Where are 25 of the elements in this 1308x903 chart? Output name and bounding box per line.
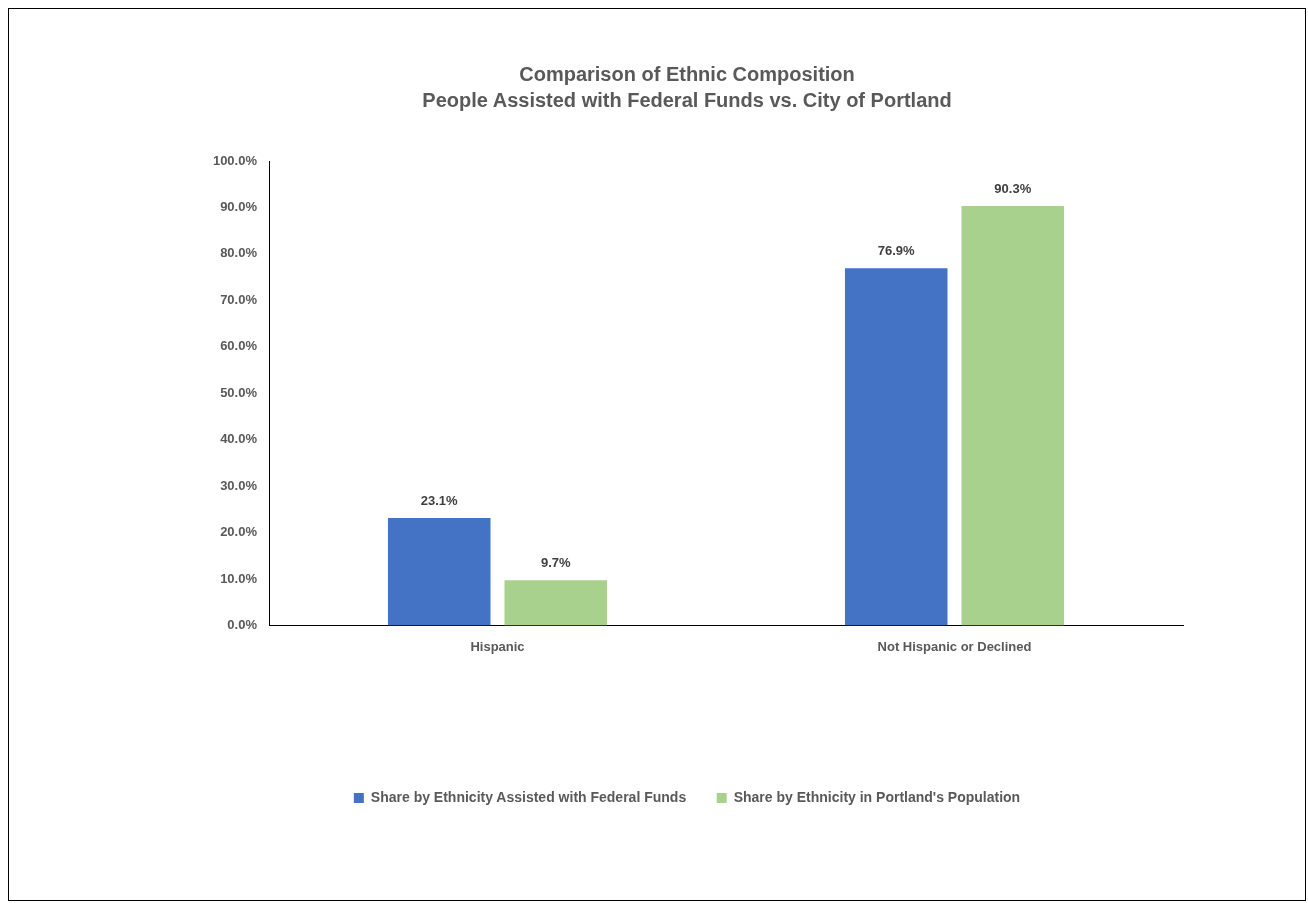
- y-tick-label: 20.0%: [220, 524, 258, 540]
- data-label: 76.9%: [877, 243, 916, 259]
- legend-label: Share by Ethnicity Assisted with Federal Funds: [370, 788, 687, 805]
- chart-title: Comparison of Ethnic Composition: [519, 62, 855, 85]
- y-tick-label: 60.0%: [220, 338, 258, 354]
- y-tick-label: 80.0%: [220, 245, 258, 261]
- y-tick-label: 30.0%: [220, 477, 258, 493]
- y-tick-label: 50.0%: [220, 384, 258, 400]
- bar: [504, 580, 608, 626]
- x-tick-label: Not Hispanic or Declined: [877, 638, 1032, 654]
- y-tick-label: 10.0%: [220, 570, 258, 586]
- bar: [844, 268, 948, 626]
- y-tick-label: 70.0%: [220, 291, 258, 307]
- chart-subtitle: People Assisted with Federal Funds vs. City of Portland: [422, 88, 952, 111]
- legend-label: Share by Ethnicity in Portland's Population: [733, 788, 1021, 805]
- bar: [387, 518, 491, 626]
- y-tick-label: 100.0%: [212, 152, 258, 168]
- data-label: 23.1%: [420, 493, 459, 509]
- x-tick-label: Hispanic: [470, 638, 525, 654]
- y-tick-label: 90.0%: [220, 199, 258, 215]
- y-tick-label: 40.0%: [220, 431, 258, 447]
- y-tick-label: 0.0%: [227, 616, 258, 632]
- bar: [961, 206, 1065, 626]
- data-label: 9.7%: [540, 555, 572, 571]
- data-label: 90.3%: [994, 181, 1032, 197]
